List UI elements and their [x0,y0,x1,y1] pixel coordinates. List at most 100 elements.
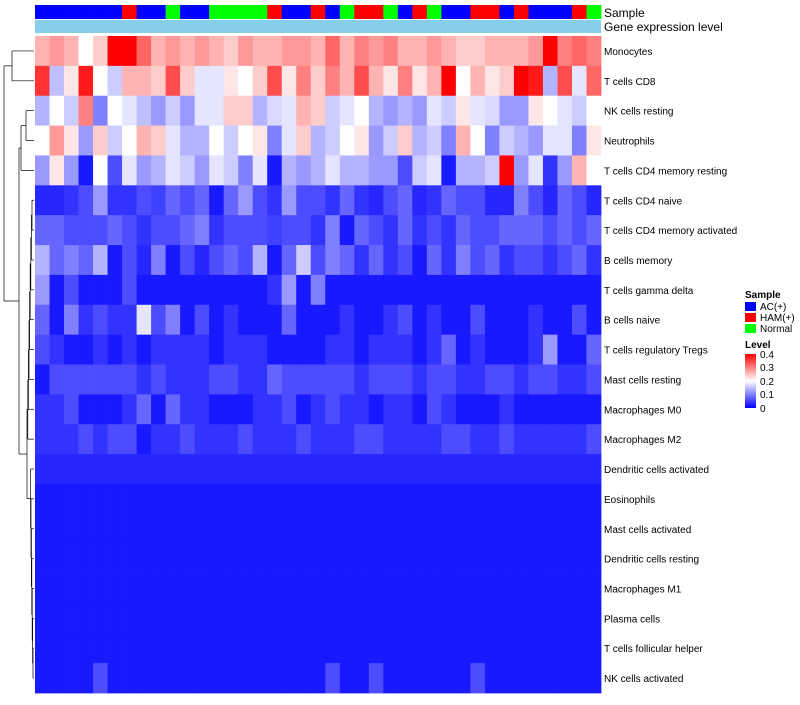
heatmap-cell [281,513,297,545]
legend-label-ac: AC(+) [760,302,786,313]
heatmap-cell [151,364,167,395]
heatmap-cell [542,364,558,395]
heatmap-cell [223,65,239,97]
heatmap-cell [441,334,457,365]
heatmap-cell [180,483,196,515]
heatmap-cell [35,36,50,67]
heatmap-cell [455,215,471,246]
heatmap-cell [267,185,283,216]
heatmap-cell [426,95,442,126]
heatmap-cell [528,274,544,306]
heatmap-cell [281,155,297,186]
heatmap-cell [455,394,471,425]
heatmap-cell [484,185,500,216]
heatmap-cell [238,454,254,485]
heatmap-cell [136,215,152,246]
heatmap-cell [368,215,384,246]
level-tick-0: 0.4 [760,350,774,361]
heatmap-cell [122,95,137,126]
sample-cell [339,5,355,19]
heatmap-cell [455,663,471,694]
heatmap-cell [267,125,283,156]
heatmap-cell [571,543,587,574]
heatmap-cell [354,65,370,97]
heatmap-cell [542,304,558,336]
heatmap-cell [238,483,254,515]
heatmap-cell [397,274,413,306]
heatmap-cell [586,215,602,246]
heatmap-cell [586,454,602,485]
heatmap-cell [136,36,152,67]
heatmap-cell [180,663,196,694]
heatmap-cell [528,65,544,97]
sample-cell [35,5,50,19]
heatmap-cell [49,513,65,545]
heatmap-cell [412,543,428,574]
heatmap-cell [499,245,515,276]
heatmap-cell [165,36,181,67]
heatmap-cell [78,125,94,156]
heatmap-cell [426,185,442,216]
heatmap-cell [368,95,384,126]
heatmap-cell [441,36,457,67]
heatmap-cell [528,185,544,216]
heatmap-cell [368,633,384,664]
heatmap-cell [513,334,529,365]
heatmap-cell [180,65,196,97]
legend-label-ham: HAM(+) [760,313,795,324]
heatmap-cell [107,394,123,425]
heatmap-cell [528,603,544,634]
heatmap-cell [151,513,167,545]
heatmap-cell [513,215,529,246]
legend-swatch-ac [745,302,756,311]
heatmap-cell [513,543,529,574]
heatmap-cell [252,454,268,485]
row-label: NK cells activated [604,674,683,685]
heatmap-cell [136,543,152,574]
heatmap-cell [586,185,602,216]
heatmap-cell [252,394,268,425]
heatmap-cell [586,245,602,276]
heatmap-cell [368,364,384,395]
heatmap-cell [194,65,210,97]
heatmap-cell [528,95,544,126]
legend-swatch-normal [745,324,756,333]
heatmap-cell [252,215,268,246]
heatmap-cell [557,513,573,545]
heatmap-cell [542,245,558,276]
heatmap-cell [296,95,312,126]
heatmap-cell [136,424,152,455]
heatmap-cell [470,424,486,455]
level-tick-2: 0.2 [760,377,774,388]
heatmap-cell [542,513,558,545]
heatmap-cell [35,513,50,545]
heatmap-cell [151,483,167,515]
heatmap-cell [586,424,602,455]
heatmap-cell [281,394,297,425]
heatmap-cell [209,215,225,246]
sample-cell [136,5,152,19]
heatmap-cell [107,424,123,455]
heatmap-cell [339,454,355,485]
heatmap-cell [267,663,283,694]
heatmap-cell [165,573,181,604]
heatmap-cell [296,633,312,664]
heatmap-cell [542,424,558,455]
heatmap-cell [368,483,384,515]
heatmap-cell [586,65,602,97]
row-label: T cells CD8 [604,77,656,88]
heatmap-cell [49,633,65,664]
heatmap-cell [542,185,558,216]
heatmap-cell [557,304,573,336]
heatmap-cell [586,95,602,126]
heatmap-cell [484,483,500,515]
heatmap-cell [542,663,558,694]
heatmap-cell [586,633,602,664]
heatmap-cell [325,573,341,604]
heatmap-cell [49,454,65,485]
heatmap-cell [64,245,79,276]
heatmap-cell [397,573,413,604]
row-label: T cells regulatory Tregs [604,346,708,357]
heatmap-cell [49,36,65,67]
row-label: Macrophages M0 [604,405,682,416]
